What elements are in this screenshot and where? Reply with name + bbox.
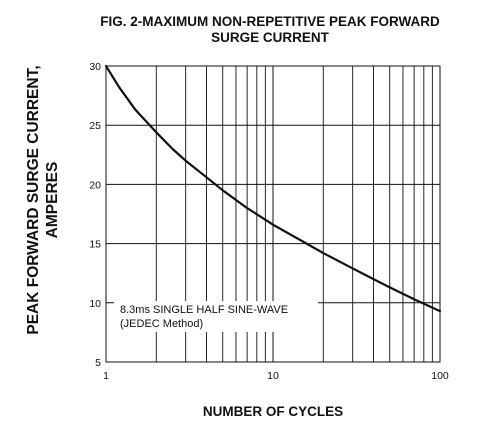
y-tick-label: 30 [89,61,101,73]
y-axis-label-line-1: PEAK FORWARD SURGE CURRENT, [25,65,42,334]
x-tick-label: 100 [431,370,449,382]
y-tick-label: 10 [89,298,101,310]
annotation-line-2: (JEDEC Method) [120,318,203,330]
chart-title: FIG. 2-MAXIMUM NON-REPETITIVE PEAK FORWA… [60,14,480,46]
y-axis-label-line-2: AMPERES [44,162,61,239]
x-tick-labels: 1 10 100 [103,370,449,382]
y-tick-label: 25 [89,120,101,132]
y-tick-label: 15 [89,239,101,251]
annotation-box: 8.3ms SINGLE HALF SINE-WAVE (JEDEC Metho… [114,301,318,332]
chart-title-line-1: FIG. 2-MAXIMUM NON-REPETITIVE PEAK FORWA… [100,14,440,29]
y-tick-label: 20 [89,179,101,191]
chart-title-line-2: SURGE CURRENT [211,30,329,45]
plot-frame [105,65,441,363]
surge-current-curve [104,64,442,313]
x-tick-label: 10 [267,370,279,382]
annotation-line-1: 8.3ms SINGLE HALF SINE-WAVE [120,304,288,316]
x-axis-label: NUMBER OF CYCLES [203,404,343,419]
y-tick-label: 5 [95,357,101,369]
y-tick-labels: 5 10 15 20 25 30 [89,61,101,369]
x-tick-label: 1 [103,370,109,382]
